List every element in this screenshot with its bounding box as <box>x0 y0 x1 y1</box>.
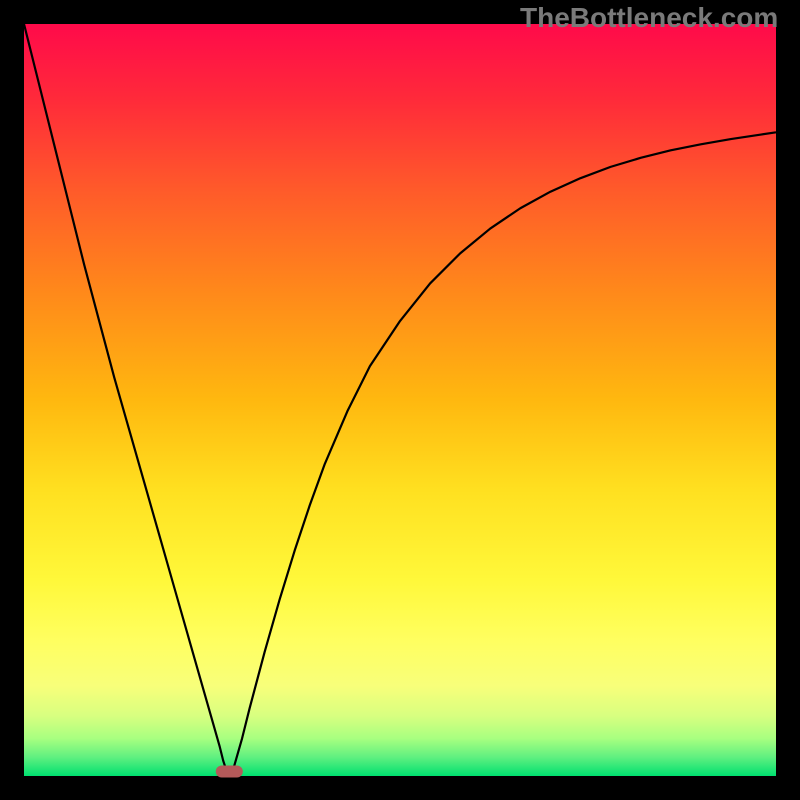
watermark-text: TheBottleneck.com <box>520 2 778 34</box>
optimum-marker <box>216 765 243 777</box>
plot-svg <box>0 0 800 800</box>
plot-background <box>24 24 776 776</box>
